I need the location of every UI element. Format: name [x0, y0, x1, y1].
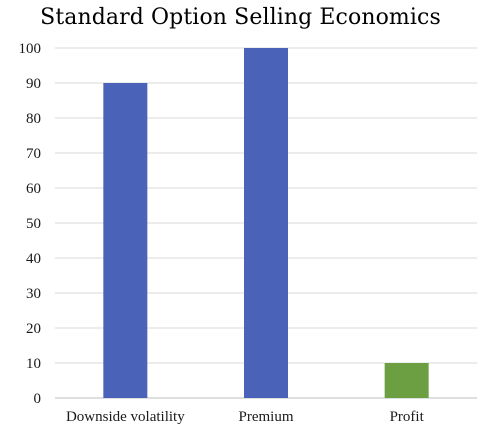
bar-premium [244, 48, 288, 398]
y-tick-label: 50 [26, 216, 41, 232]
y-tick-label: 30 [26, 286, 41, 302]
y-axis-tick-labels: 0 10 20 30 40 50 60 70 80 90 100 [19, 41, 42, 407]
y-tick-label: 80 [26, 111, 41, 127]
y-tick-label: 60 [26, 181, 41, 197]
x-category-label: Premium [239, 409, 294, 425]
x-axis-category-labels: Downside volatility Premium Profit [66, 409, 425, 425]
y-tick-label: 10 [26, 356, 41, 372]
bar-downside-volatility [103, 83, 148, 398]
y-tick-label: 20 [26, 321, 41, 337]
bars [103, 48, 429, 398]
y-tick-label: 0 [34, 391, 42, 407]
x-category-label: Downside volatility [66, 409, 185, 425]
y-tick-label: 40 [26, 251, 41, 267]
y-tick-label: 100 [19, 41, 42, 57]
y-tick-label: 70 [26, 146, 41, 162]
x-category-label: Profit [390, 409, 425, 425]
chart-title: Standard Option Selling Economics [40, 5, 441, 30]
bar-profit [384, 363, 429, 398]
y-tick-label: 90 [26, 76, 41, 92]
